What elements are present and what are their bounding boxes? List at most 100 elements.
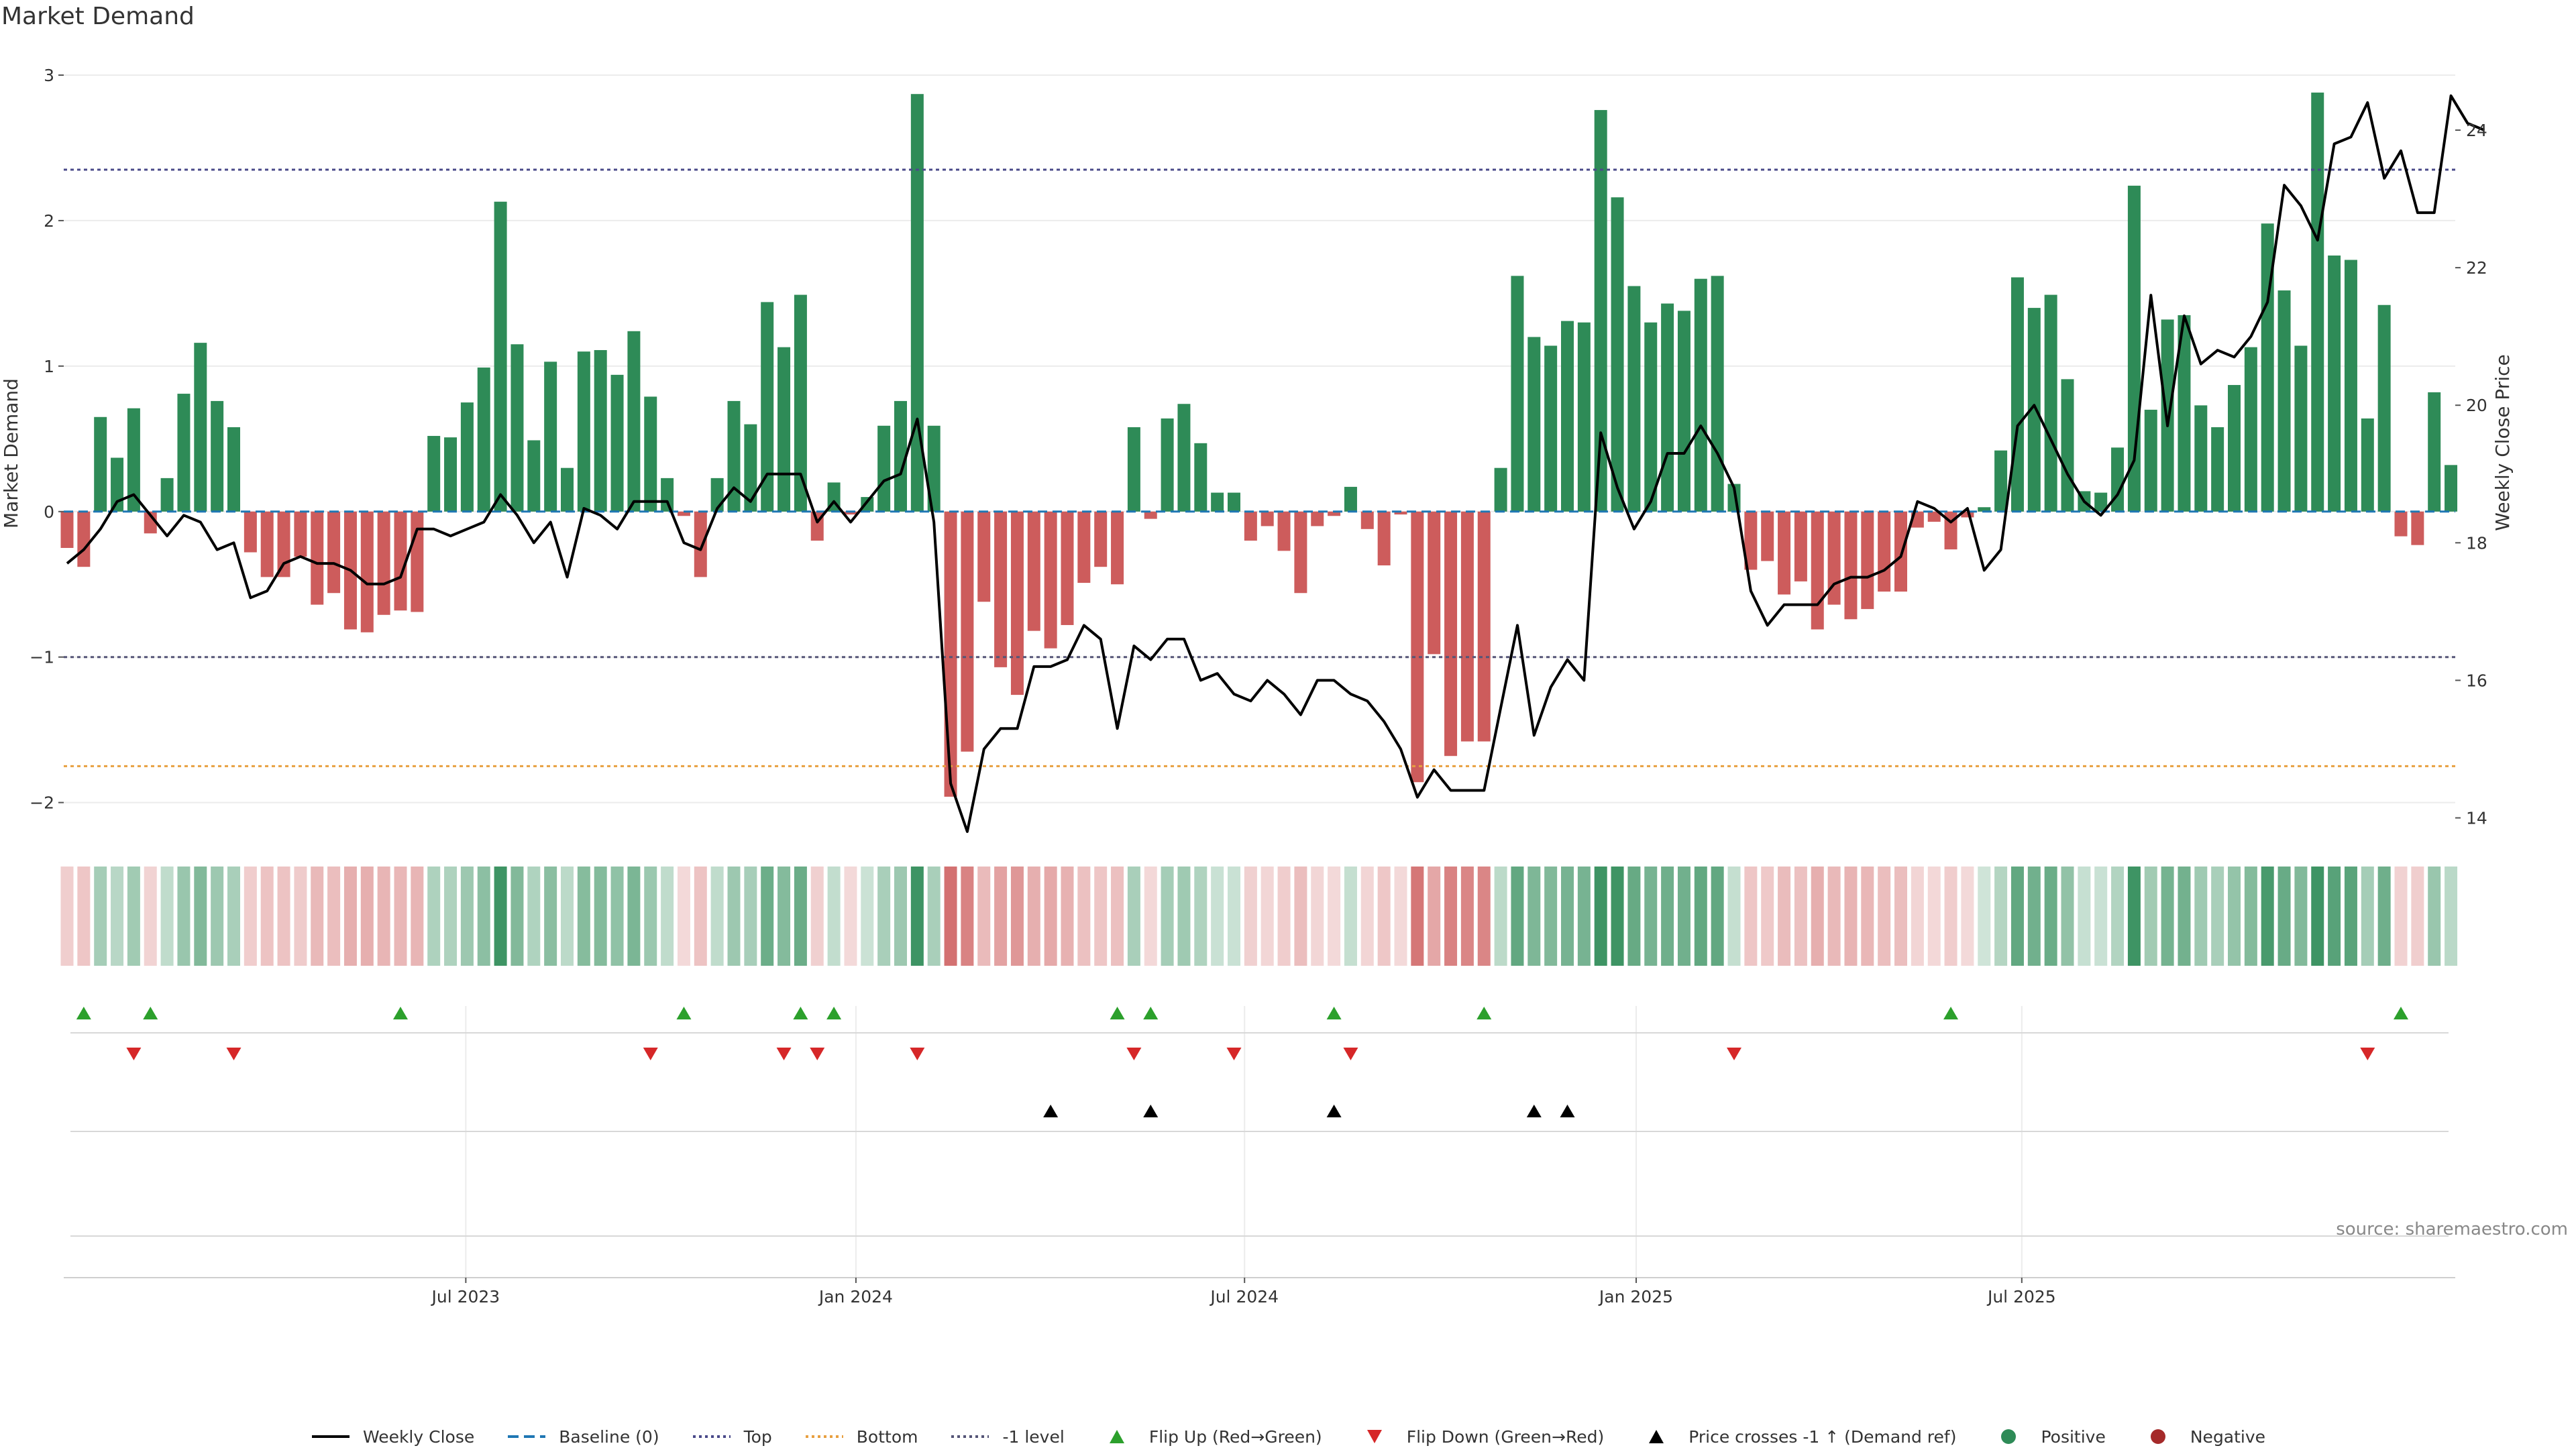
demand-bar [60, 511, 74, 548]
heat-cell [2344, 867, 2357, 966]
demand-bar [2311, 93, 2324, 512]
heat-cell [2428, 867, 2441, 966]
legend-label: Baseline (0) [559, 1427, 659, 1447]
demand-bar [1077, 511, 1091, 583]
demand-bar [494, 201, 507, 512]
heat-cell [2377, 867, 2391, 966]
heat-cell [894, 867, 907, 966]
demand-bar [1444, 511, 1458, 757]
demand-bar [744, 424, 757, 512]
heat-cell [2361, 867, 2374, 966]
heat-cell [527, 867, 541, 966]
demand-bar [1177, 404, 1191, 512]
legend-swatch [1366, 1430, 1382, 1443]
heat-cell [1727, 867, 1741, 966]
heat-cell [744, 867, 757, 966]
legend-swatch [1649, 1430, 1664, 1443]
demand-bar [627, 331, 641, 512]
heat-cell [211, 867, 224, 966]
heat-cell [761, 867, 774, 966]
demand-bar [127, 408, 140, 512]
heat-cell [2178, 867, 2191, 966]
heat-cell [944, 867, 957, 966]
heat-cell [444, 867, 458, 966]
legend-label: Negative [2190, 1427, 2266, 1447]
demand-bar [861, 497, 874, 512]
flip-down-marker [1343, 1048, 1358, 1060]
demand-bar [194, 343, 207, 512]
demand-bar [1010, 511, 1024, 695]
heat-cell [2111, 867, 2125, 966]
demand-bar [1511, 276, 1524, 512]
legend-swatch [311, 1435, 350, 1438]
heat-cell [1927, 867, 1941, 966]
demand-bar [2111, 447, 2125, 512]
heat-cell [1761, 867, 1774, 966]
flip-up-marker [143, 1007, 158, 1019]
heat-cell [277, 867, 290, 966]
heat-cell [343, 867, 357, 966]
y-tick-label: 0 [44, 502, 54, 522]
demand-bar [2178, 315, 2191, 512]
heat-cell [1428, 867, 1441, 966]
demand-bar [477, 368, 490, 512]
demand-bar [1844, 511, 1858, 620]
heat-cell [1978, 867, 1991, 966]
demand-bar [1627, 286, 1641, 512]
demand-bar [1294, 511, 1307, 594]
grid-layer [64, 74, 2455, 1278]
flip-down-marker [2360, 1048, 2375, 1060]
heat-cell [160, 867, 174, 966]
heat-cell [1677, 867, 1690, 966]
demand-bar [1961, 511, 1974, 518]
demand-bar [260, 511, 274, 577]
demand-bar [2294, 345, 2308, 512]
heat-cell [961, 867, 974, 966]
heat-cell [1994, 867, 2008, 966]
demand-bar [1027, 511, 1040, 631]
heat-cell [844, 867, 857, 966]
heat-cell [1944, 867, 1957, 966]
demand-bar [1594, 110, 1607, 512]
demand-bar [1927, 511, 1941, 522]
demand-bar [894, 400, 907, 512]
heat-cell [1344, 867, 1357, 966]
demand-bar [761, 302, 774, 512]
heat-cell [377, 867, 390, 966]
demand-bar [1277, 511, 1291, 551]
heat-cell [927, 867, 941, 966]
demand-bar [877, 425, 891, 512]
legend: Weekly Close Baseline (0) Top Bottom -1 leve… [0, 1423, 2576, 1450]
demand-bar [944, 511, 957, 797]
flip-up-marker [76, 1007, 91, 1019]
heat-cell [594, 867, 607, 966]
heat-cell [1294, 867, 1307, 966]
heat-cell [2061, 867, 2074, 966]
flip-down-marker [226, 1048, 241, 1060]
heat-cell [861, 867, 874, 966]
demand-bar [444, 437, 458, 512]
flip-down-marker [776, 1048, 792, 1060]
heat-cell [1594, 867, 1607, 966]
legend-label: Price crosses -1 ↑ (Demand ref) [1688, 1427, 1957, 1447]
flip-up-marker [793, 1007, 808, 1019]
legend-swatch [692, 1435, 731, 1438]
demand-bar [2328, 255, 2341, 512]
heat-cell [777, 867, 791, 966]
demand-bar [1778, 511, 1791, 595]
demand-bar [910, 94, 924, 512]
heat-cell [1561, 867, 1574, 966]
heat-cell [794, 867, 807, 966]
heat-cell [2394, 867, 2408, 966]
demand-bar [544, 361, 557, 512]
heat-cell [1111, 867, 1124, 966]
demand-bar [1377, 511, 1391, 566]
legend-label: -1 level [1002, 1427, 1065, 1447]
legend-swatch-circle [2150, 1429, 2165, 1444]
demand-bar [1061, 511, 1074, 625]
y-tick-label: 2 [44, 211, 54, 231]
heat-cell [1228, 867, 1240, 966]
demand-bar [394, 511, 407, 611]
demand-bar [1344, 486, 1357, 512]
heat-cell [260, 867, 274, 966]
